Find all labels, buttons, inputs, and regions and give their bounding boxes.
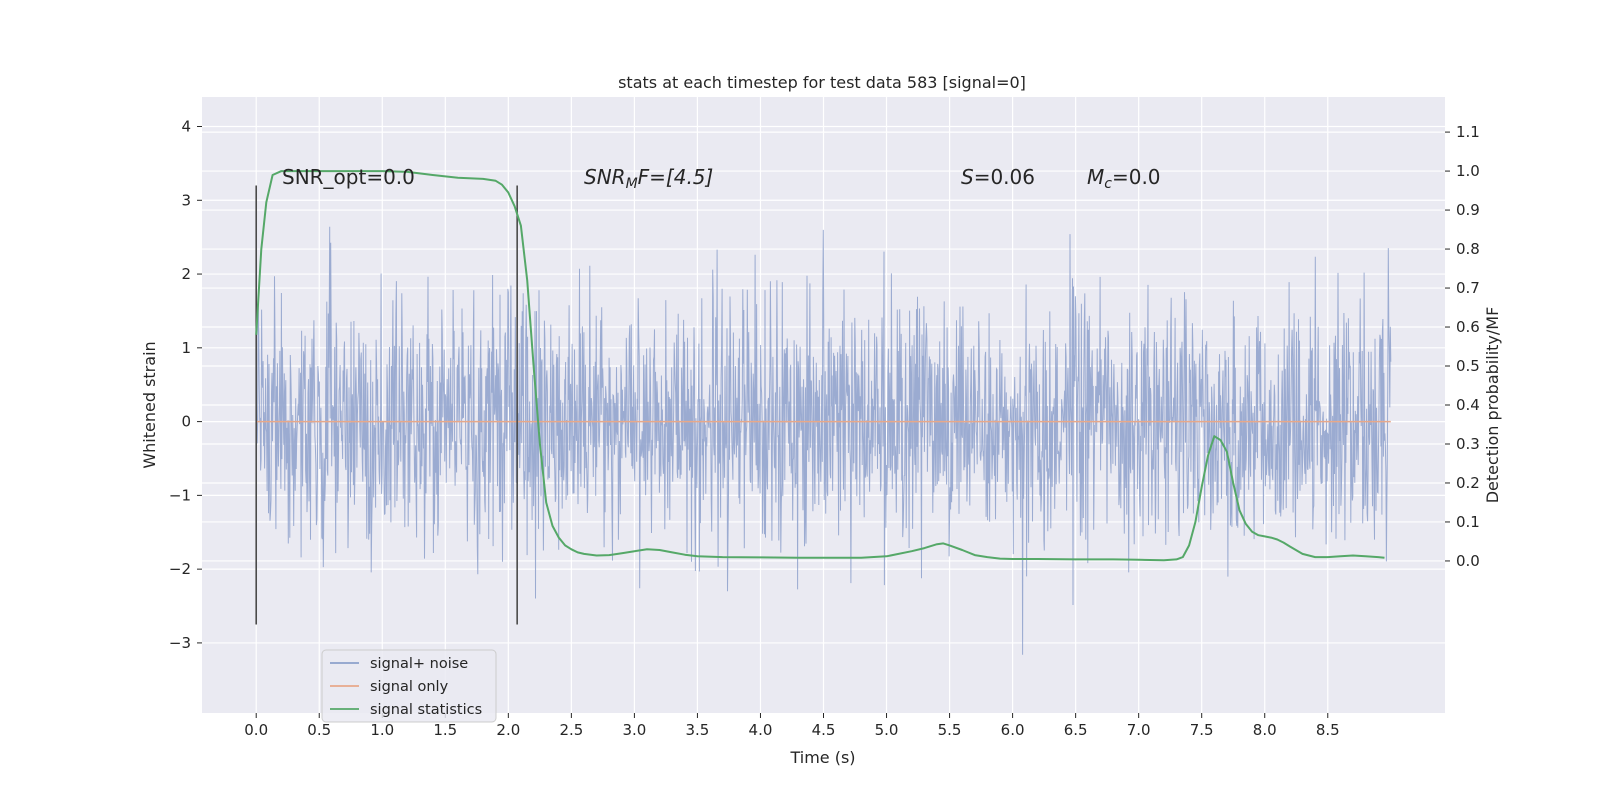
chart-title: stats at each timestep for test data 583… [618, 73, 1026, 92]
y-tick-label: 3 [181, 191, 191, 209]
y-tick-label: 4 [181, 118, 191, 136]
y-right-tick-label: 0.1 [1456, 513, 1480, 531]
snr-mf-base: SNR [584, 165, 626, 189]
annotation-snr-mf: SNRMF=[4.5] [584, 165, 713, 192]
x-tick-label: 3.0 [622, 721, 646, 739]
legend: signal+ noise signal only signal statist… [321, 649, 497, 723]
y-tick-label: 0 [181, 413, 191, 431]
legend-label-signal-statistics: signal statistics [370, 702, 482, 718]
signal-plus-noise-line [255, 226, 1392, 655]
s-value: =0.06 [974, 165, 1035, 189]
legend-label-signal-only: signal only [370, 679, 449, 695]
legend-label-signal-noise: signal+ noise [370, 656, 468, 672]
y-right-tick-label: 0.4 [1456, 396, 1480, 414]
y-axis-label-right: Detection probability/MF [1483, 307, 1502, 504]
x-tick-label: 8.0 [1253, 721, 1277, 739]
y-right-tick-label: 0.3 [1456, 435, 1480, 453]
signal-statistics-line [255, 170, 1385, 562]
annotation-snr-opt: SNR_opt=0.0 [282, 165, 415, 189]
y-right-tick-label: 0.7 [1456, 279, 1480, 297]
snr-mf-f: F=[4.5] [638, 165, 714, 189]
annotation-mc: Mc=0.0 [1087, 165, 1161, 192]
x-tick-label: 7.0 [1127, 721, 1151, 739]
x-tick-label: 7.5 [1190, 721, 1214, 739]
x-tick-label: 1.0 [370, 721, 394, 739]
x-tick-label: 4.0 [749, 721, 773, 739]
mc-value: =0.0 [1112, 165, 1161, 189]
x-tick-label: 4.5 [812, 721, 836, 739]
y-right-tick-label: 0.0 [1456, 552, 1480, 570]
x-tick-label: 1.5 [433, 721, 457, 739]
x-tick-label: 2.0 [496, 721, 520, 739]
x-tick-label: 0.0 [244, 721, 268, 739]
y-tick-label: −2 [169, 560, 191, 578]
x-tick-label: 6.5 [1064, 721, 1088, 739]
annotation-s: S=0.06 [961, 165, 1035, 189]
x-tick-label: 5.5 [938, 721, 962, 739]
axis-ticks: 0.0 0.5 1.0 1.5 2.0 2.5 3.0 3.5 4.0 4.5 5.0 5.5 6.0 6… [169, 118, 1480, 739]
x-tick-label: 5.0 [875, 721, 899, 739]
y-tick-label: −3 [169, 634, 191, 652]
x-axis-label: Time (s) [789, 748, 855, 767]
snr-mf-subscript: M [626, 176, 638, 192]
y-tick-label: 2 [181, 265, 191, 283]
x-tick-label: 6.0 [1001, 721, 1025, 739]
signal-plus-noise-series [255, 226, 1392, 655]
x-tick-label: 8.5 [1316, 721, 1340, 739]
mc-subscript: c [1104, 176, 1112, 192]
y-right-tick-label: 0.8 [1456, 240, 1480, 258]
x-tick-label: 3.5 [686, 721, 710, 739]
y-right-tick-label: 0.9 [1456, 201, 1480, 219]
window-markers [255, 185, 518, 625]
mc-variable: M [1087, 165, 1104, 189]
x-tick-label: 0.5 [307, 721, 331, 739]
y-right-tick-label: 0.5 [1456, 357, 1480, 375]
y-right-tick-label: 0.6 [1456, 318, 1480, 336]
legend-box [321, 649, 497, 723]
y-right-tick-label: 1.0 [1456, 162, 1480, 180]
y-tick-label: 1 [181, 339, 191, 357]
signal-statistics-series [255, 170, 1385, 562]
s-variable: S [961, 165, 974, 189]
y-right-tick-label: 0.2 [1456, 474, 1480, 492]
y-right-tick-label: 1.1 [1456, 123, 1480, 141]
y-tick-label: −1 [169, 486, 191, 504]
y-axis-label: Whitened strain [140, 341, 159, 468]
x-tick-label: 2.5 [559, 721, 583, 739]
